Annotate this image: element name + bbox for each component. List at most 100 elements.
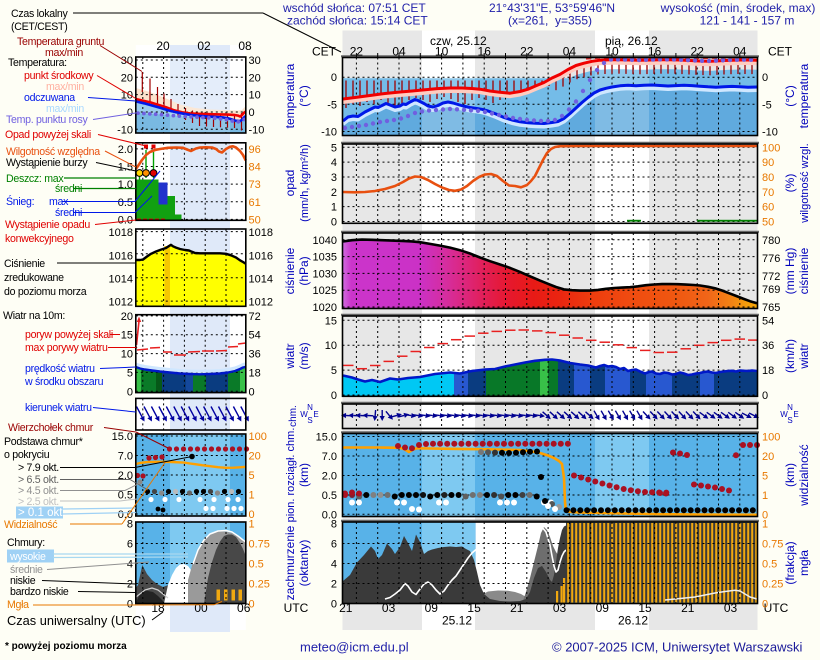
svg-text:punkt środkowy: punkt środkowy — [24, 70, 94, 82]
svg-text:wschód słońca: 07:51 CET: wschód słońca: 07:51 CET — [282, 1, 426, 15]
svg-text:1.0: 1.0 — [118, 179, 133, 191]
svg-text:36: 36 — [762, 340, 774, 352]
svg-text:Temperatura gruntu: Temperatura gruntu — [17, 36, 104, 48]
svg-text:-10: -10 — [321, 127, 337, 139]
svg-text:> 0.1 okt.: > 0.1 okt. — [18, 507, 66, 519]
svg-text:widzialność: widzialność — [797, 444, 811, 506]
svg-text:4: 4 — [331, 559, 337, 571]
svg-text:60: 60 — [762, 202, 774, 214]
svg-text:0.75: 0.75 — [762, 539, 783, 551]
svg-text:54: 54 — [249, 330, 261, 342]
svg-text:N: N — [307, 403, 313, 412]
svg-text:mgła: mgła — [797, 550, 811, 576]
svg-text:UTC: UTC — [284, 601, 309, 615]
svg-text:Ciśnienie: Ciśnienie — [4, 258, 45, 270]
svg-text:20: 20 — [121, 72, 133, 84]
svg-text:0: 0 — [762, 72, 768, 84]
svg-text:02: 02 — [197, 39, 211, 53]
svg-text:0: 0 — [249, 509, 255, 521]
svg-text:(CET/CEST): (CET/CEST) — [11, 21, 67, 33]
svg-text:2: 2 — [331, 579, 337, 591]
svg-text:15: 15 — [467, 601, 481, 615]
svg-text:21: 21 — [339, 601, 353, 615]
svg-text:meteo@icm.edu.pl: meteo@icm.edu.pl — [300, 640, 409, 655]
svg-text:opad: opad — [283, 170, 297, 197]
svg-text:6: 6 — [331, 539, 337, 551]
svg-text:wiatr: wiatr — [283, 343, 297, 369]
svg-text:(°C): (°C) — [297, 85, 311, 106]
svg-text:średni: średni — [55, 183, 82, 195]
svg-text:10: 10 — [121, 349, 133, 361]
svg-text:> 2.5 okt.: > 2.5 okt. — [18, 496, 59, 508]
svg-text:04: 04 — [392, 45, 406, 59]
svg-text:bardzo niskie: bardzo niskie — [10, 586, 69, 598]
svg-text:-10: -10 — [249, 124, 265, 136]
svg-text:6: 6 — [127, 539, 133, 551]
svg-text:Temp. punktu rosy: Temp. punktu rosy — [6, 114, 88, 126]
svg-text:średni: średni — [55, 207, 82, 219]
svg-text:temperatura: temperatura — [283, 63, 297, 128]
svg-text:06: 06 — [237, 601, 251, 615]
svg-text:(hPa): (hPa) — [297, 256, 311, 285]
svg-text:0.5: 0.5 — [762, 559, 777, 571]
svg-text:15: 15 — [638, 601, 652, 615]
svg-text:chm.: chm. — [288, 405, 299, 427]
svg-text:4: 4 — [331, 157, 337, 169]
svg-text:1014: 1014 — [109, 273, 133, 285]
svg-text:S: S — [787, 416, 792, 425]
svg-text:(frakcja): (frakcja) — [783, 541, 797, 584]
svg-text:20: 20 — [249, 451, 261, 463]
svg-text:wysokie: wysokie — [9, 551, 46, 563]
svg-text:04: 04 — [563, 45, 577, 59]
svg-text:10: 10 — [249, 90, 261, 102]
svg-text:1018: 1018 — [109, 227, 133, 239]
svg-text:2: 2 — [127, 579, 133, 591]
svg-text:10: 10 — [325, 340, 337, 352]
svg-text:1012: 1012 — [109, 297, 133, 309]
svg-text:Wystąpienie burzy: Wystąpienie burzy — [6, 157, 88, 169]
svg-text:5: 5 — [127, 367, 133, 379]
svg-text:0: 0 — [331, 217, 337, 229]
svg-text:1040: 1040 — [313, 235, 337, 247]
svg-text:wysokość (min, środek, max): wysokość (min, środek, max) — [660, 1, 816, 15]
svg-text:2: 2 — [331, 187, 337, 199]
svg-text:do poziomu morza: do poziomu morza — [4, 286, 87, 298]
svg-text:Widzialność: Widzialność — [4, 519, 58, 531]
svg-text:100: 100 — [249, 431, 267, 443]
svg-text:769: 769 — [762, 284, 780, 296]
svg-text:90: 90 — [762, 157, 774, 169]
svg-text:20: 20 — [121, 311, 133, 323]
svg-text:0: 0 — [249, 107, 255, 119]
svg-text:0: 0 — [249, 599, 255, 611]
svg-text:18: 18 — [762, 365, 774, 377]
svg-text:7.0: 7.0 — [322, 451, 337, 463]
svg-text:15: 15 — [325, 315, 337, 327]
svg-text:(oktanty): (oktanty) — [297, 540, 311, 587]
svg-text:5: 5 — [762, 471, 768, 483]
svg-text:0.0: 0.0 — [118, 214, 133, 226]
svg-text:max/min: max/min — [45, 47, 83, 59]
svg-text:Podstawa chmur*: Podstawa chmur* — [4, 436, 83, 448]
svg-text:(km): (km) — [297, 463, 311, 487]
svg-text:22: 22 — [691, 45, 705, 59]
svg-text:Opad powyżej skali: Opad powyżej skali — [5, 129, 91, 141]
svg-text:Śnieg:: Śnieg: — [6, 195, 34, 208]
svg-text:1035: 1035 — [313, 252, 337, 264]
svg-text:2.0: 2.0 — [118, 144, 133, 156]
svg-text:1: 1 — [249, 490, 255, 502]
svg-text:max: max — [49, 196, 69, 208]
svg-text:CET: CET — [312, 45, 337, 59]
svg-text:1014: 1014 — [249, 273, 273, 285]
svg-text:czw, 25.12: czw, 25.12 — [430, 34, 487, 48]
svg-text:0.5: 0.5 — [322, 490, 337, 502]
svg-text:zachmurzenie: zachmurzenie — [283, 525, 297, 600]
svg-text:E: E — [793, 410, 798, 419]
svg-text:0: 0 — [762, 599, 768, 611]
svg-text:1016: 1016 — [249, 250, 273, 262]
svg-text:0: 0 — [127, 386, 133, 398]
svg-text:04: 04 — [733, 45, 747, 59]
svg-text:0: 0 — [127, 107, 133, 119]
svg-text:Wilgotność względna: Wilgotność względna — [6, 146, 100, 158]
svg-text:73: 73 — [249, 179, 261, 191]
svg-text:4: 4 — [127, 559, 133, 571]
